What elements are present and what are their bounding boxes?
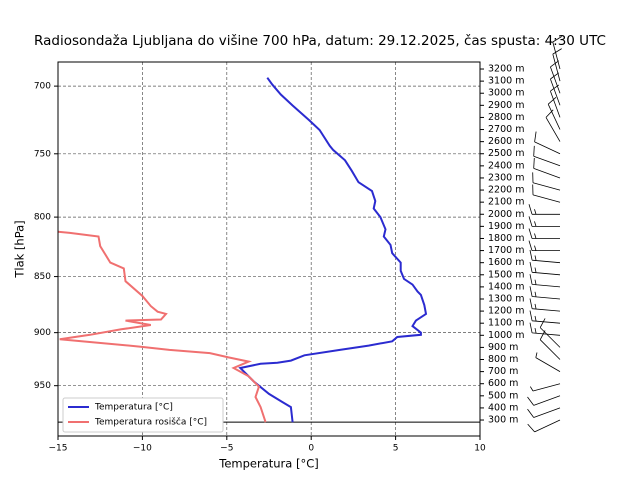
wind-barb (529, 249, 561, 264)
wind-barb (539, 318, 561, 348)
y2-tick-label: 2500 m (488, 148, 524, 159)
y2-tick-label: 2800 m (488, 112, 524, 123)
y2-tick-label: 1300 m (488, 293, 524, 304)
y2-tick-label: 700 m (488, 366, 518, 377)
y-tick-label: 900 (34, 328, 51, 338)
y2-tick-label: 1700 m (488, 245, 524, 256)
wind-barb (532, 172, 561, 191)
plot-frame (57, 61, 481, 437)
y2-tick-label: 2700 m (488, 124, 524, 135)
wind-barb (545, 109, 561, 142)
data-line (58, 230, 267, 423)
y2-tick-label: 2900 m (488, 100, 524, 111)
wind-barb (533, 145, 561, 167)
wind-barb (529, 310, 561, 324)
y2-tick-label: 1400 m (488, 281, 524, 292)
legend-box (62, 397, 224, 433)
y2-tick-label: 3100 m (488, 76, 524, 87)
y2-tick-label: 1500 m (488, 269, 524, 280)
x-tick-label: 0 (308, 444, 314, 454)
y2-tick-label: 2400 m (488, 160, 524, 171)
y-tick-label: 850 (34, 272, 51, 282)
y2-tick-label: 400 m (488, 402, 518, 413)
y2-tick-label: 1100 m (488, 318, 524, 329)
y2-tick-label: 600 m (488, 378, 518, 389)
wind-barb (529, 383, 561, 392)
y2-tick-label: 3000 m (488, 88, 524, 99)
wind-barb (527, 419, 561, 433)
y-tick-label: 750 (34, 149, 51, 159)
wind-barb (529, 262, 561, 276)
wind-barb (529, 322, 561, 336)
wind-barb (529, 286, 561, 300)
x-tick-label: −5 (220, 444, 233, 454)
y2-tick-label: 1000 m (488, 330, 524, 341)
wind-barb (547, 97, 561, 130)
wind-barb (552, 48, 562, 82)
y2-tick-label: 3200 m (488, 64, 524, 75)
wind-barb (535, 352, 561, 372)
wind-barb (534, 131, 561, 155)
y2-tick-label: 1800 m (488, 233, 524, 244)
wind-barb (527, 395, 561, 406)
wind-barb (528, 216, 560, 227)
x-tick-label: 5 (393, 444, 399, 454)
y-axis-label: Tlak [hPa] (13, 220, 27, 278)
y2-tick-label: 900 m (488, 342, 518, 353)
y2-tick-label: 300 m (488, 415, 518, 426)
y2-tick-label: 1600 m (488, 257, 524, 268)
wind-barb (529, 298, 561, 312)
legend-label: Temperatura [°C] (94, 403, 173, 413)
wind-barb (529, 274, 561, 288)
wind-barb (532, 184, 561, 203)
y2-tick-label: 2000 m (488, 209, 524, 220)
wind-barb (528, 204, 560, 215)
wind-barb (527, 407, 561, 418)
wind-barb (533, 157, 561, 179)
wind-barb (552, 36, 562, 70)
data-line (238, 77, 428, 423)
y2-tick-label: 800 m (488, 354, 518, 365)
wind-barb (550, 60, 561, 94)
y2-tick-label: 2100 m (488, 197, 524, 208)
y2-tick-label: 2200 m (488, 185, 524, 196)
x-tick-label: −15 (49, 444, 68, 454)
y2-tick-label: 500 m (488, 390, 518, 401)
legend-label: Temperatura rosišča [°C] (94, 417, 207, 428)
wind-barb (550, 72, 561, 106)
y2-tick-label: 1900 m (488, 221, 524, 232)
y-tick-label: 950 (34, 381, 51, 391)
x-tick-label: 10 (474, 444, 486, 454)
y-tick-label: 700 (34, 82, 51, 92)
y-tick-label: 800 (34, 213, 51, 223)
y2-tick-label: 2300 m (488, 172, 524, 183)
wind-barb (528, 228, 560, 239)
y2-tick-label: 2600 m (488, 136, 524, 147)
y2-tick-label: 1200 m (488, 306, 524, 317)
x-tick-label: −10 (133, 444, 152, 454)
x-axis-label: Temperatura [°C] (218, 457, 318, 471)
wind-barb (528, 240, 560, 251)
chart-title: Radiosondaža Ljubljana do višine 700 hPa… (34, 33, 606, 49)
